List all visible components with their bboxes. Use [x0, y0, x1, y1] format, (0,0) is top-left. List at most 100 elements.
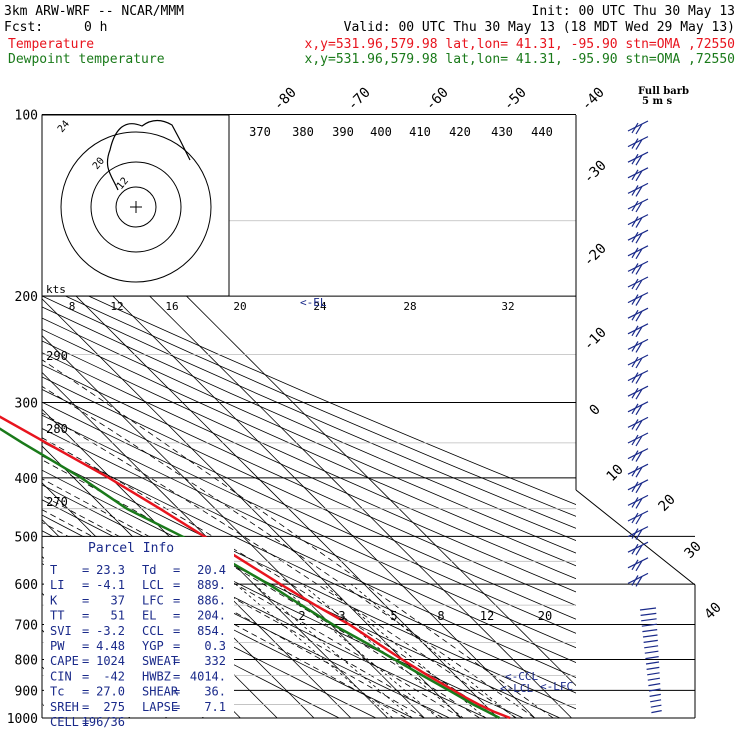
parcel-info-cell: = — [173, 593, 180, 607]
parcel-info-cell: LCL — [142, 578, 164, 592]
isotherm-label: 30 — [682, 539, 705, 562]
parcel-info-cell: = — [173, 654, 180, 668]
isotherm-label: -80 — [271, 85, 300, 114]
parcel-info-cell: 51 — [111, 609, 125, 623]
pressure-tick-label: 700 — [15, 619, 38, 634]
valid-time: Valid: 00 UTC Thu 30 May 13 (18 MDT Wed … — [344, 20, 735, 35]
theta-label: 390 — [332, 125, 354, 139]
parcel-info-cell: = — [82, 700, 89, 714]
parcel-info-cell: 20.4 — [197, 563, 226, 577]
lcl-marker: <-LCL — [500, 682, 533, 695]
isotherm-label: 0 — [587, 402, 604, 419]
hodograph-scale-label: 24 — [313, 300, 327, 313]
isotherm-label: -50 — [501, 85, 530, 114]
parcel-info-cell: K — [50, 593, 58, 607]
pressure-tick-label: 500 — [15, 530, 38, 545]
parcel-info-cell: SHEAR — [142, 685, 179, 699]
hodograph-units: kts — [46, 283, 66, 296]
parcel-info-cell: 889. — [197, 578, 226, 592]
hodograph-scale-label: 16 — [165, 300, 178, 313]
theta-left-label: 290 — [46, 349, 68, 363]
temperature-coords: x,y=531.96,579.98 lat,lon= 41.31, -95.90… — [305, 37, 735, 52]
theta-label: 370 — [249, 125, 271, 139]
parcel-info-cell: 886. — [197, 593, 226, 607]
parcel-info-cell: 275 — [103, 700, 125, 714]
parcel-info-cell: = — [173, 578, 180, 592]
parcel-info-cell: SWEAT — [142, 654, 178, 668]
pressure-tick-label: 100 — [15, 108, 38, 123]
theta-left-label: 280 — [46, 422, 68, 436]
parcel-info-cell: = — [173, 624, 180, 638]
model-title: 3km ARW-WRF -- NCAR/MMM — [4, 4, 184, 19]
isotherm-label: 40 — [702, 600, 725, 623]
lfc-marker: <-LFC — [540, 680, 573, 693]
theta-label: 420 — [449, 125, 471, 139]
parcel-info-cell: = — [173, 685, 180, 699]
parcel-info-cell: = — [82, 715, 89, 729]
parcel-info-cell: = — [173, 669, 180, 683]
parcel-info-cell: 4.48 — [96, 639, 125, 653]
parcel-info-cell: TT — [50, 609, 64, 623]
parcel-info-cell: SVI — [50, 624, 72, 638]
ccl-marker: <-CCL — [505, 670, 538, 683]
parcel-info-cell: Td — [142, 563, 156, 577]
parcel-info-cell: HWBZ — [142, 669, 171, 683]
pressure-tick-label: 1000 — [7, 712, 38, 727]
parcel-info-cell: = — [82, 639, 89, 653]
parcel-info-cell: 36. — [204, 685, 226, 699]
parcel-info-cell: 7.1 — [204, 700, 226, 714]
parcel-info-cell: 196/36 — [82, 715, 125, 729]
wind-barbs — [627, 120, 662, 714]
parcel-info-cell: CELL — [50, 715, 79, 729]
parcel-info-cell: 4014. — [190, 669, 226, 683]
parcel-info-cell: -42 — [103, 669, 125, 683]
parcel-info-cell: CIN — [50, 669, 72, 683]
hodograph-scale-label: 8 — [69, 300, 76, 313]
pressure-tick-label: 200 — [15, 290, 38, 305]
mixing-ratio-label: 20 — [538, 609, 552, 623]
dewpoint-legend: Dewpoint temperature — [8, 52, 165, 67]
parcel-info-cell: = — [82, 593, 89, 607]
parcel-info-cell: = — [82, 669, 89, 683]
parcel-info-cell: = — [82, 578, 89, 592]
isotherm-label: -30 — [581, 158, 610, 187]
mixing-ratio-label: 8 — [437, 609, 444, 623]
isotherm-label: -70 — [345, 85, 374, 114]
pressure-tick-label: 800 — [15, 654, 38, 669]
hodograph-scale-label: 20 — [233, 300, 246, 313]
theta-label: 380 — [292, 125, 314, 139]
parcel-info-cell: CAPE — [50, 654, 79, 668]
parcel-info-cell: EL — [142, 609, 156, 623]
parcel-info-title: Parcel Info — [88, 541, 174, 556]
isotherm-label: 10 — [604, 462, 627, 485]
parcel-info-cell: 854. — [197, 624, 226, 638]
parcel-info-cell: = — [173, 700, 180, 714]
parcel-info-cell: LI — [50, 578, 64, 592]
parcel-info-cell: 332 — [204, 654, 226, 668]
fcst-value: 0 h — [84, 20, 107, 35]
parcel-info-cell: 204. — [197, 609, 226, 623]
mixing-ratio-label: 12 — [480, 609, 494, 623]
isotherm-label: -10 — [581, 325, 610, 354]
parcel-info-panel: Parcel Info T = 23.3 Td = 20.4 LI = -4.1 LCL = 889.… — [44, 537, 234, 729]
parcel-info-cell: = — [173, 609, 180, 623]
mixing-ratio-label: 3 — [338, 609, 345, 623]
parcel-info-cell: 0.3 — [204, 639, 226, 653]
init-time: Init: 00 UTC Thu 30 May 13 — [532, 4, 736, 19]
parcel-info-cell: = — [82, 685, 89, 699]
dewpoint-coords: x,y=531.96,579.98 lat,lon= 41.31, -95.90… — [305, 52, 735, 67]
pressure-tick-label: 900 — [15, 684, 38, 699]
mixing-ratio-label: 2 — [298, 609, 305, 623]
parcel-info-cell: -4.1 — [96, 578, 125, 592]
parcel-info-cell: 23.3 — [96, 563, 125, 577]
theta-left-label: 270 — [46, 495, 68, 509]
theta-label: 400 — [370, 125, 392, 139]
parcel-info-cell: T — [50, 563, 57, 577]
parcel-info-cell: SREH — [50, 700, 79, 714]
parcel-info-cell: = — [173, 639, 180, 653]
parcel-info-cell: PW — [50, 639, 65, 653]
isotherm-label: 20 — [656, 492, 679, 515]
full-barb-value: 5 m s — [642, 96, 673, 107]
